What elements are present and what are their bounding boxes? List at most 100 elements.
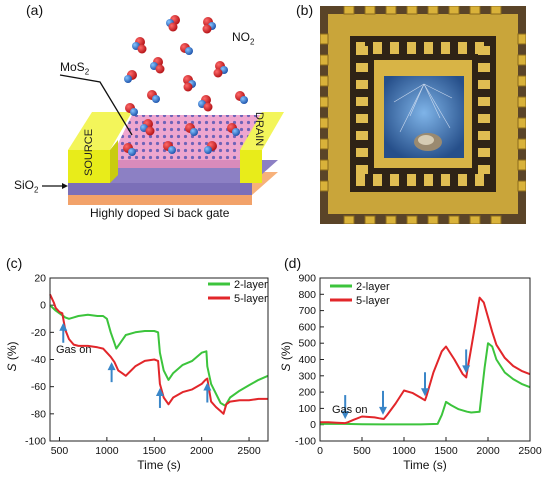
bond-pad: [478, 148, 490, 157]
pin: [406, 6, 418, 15]
panel-label: (c): [6, 255, 22, 271]
x-tick-label: 1500: [434, 445, 458, 457]
x-tick-label: 500: [353, 445, 371, 457]
bond-pads: [356, 42, 490, 186]
oxide-front: [68, 183, 252, 195]
no2-label: NO2: [232, 30, 255, 47]
pin: [517, 180, 526, 192]
bond-pad: [356, 174, 365, 186]
bond-pad: [373, 42, 382, 54]
gas-arrowhead: [203, 382, 212, 391]
no2-molecules: [123, 15, 248, 156]
pin: [448, 215, 460, 224]
bond-pad: [441, 42, 450, 54]
back-gate-label: Highly doped Si back gate: [90, 206, 230, 220]
x-tick-label: 1000: [392, 445, 416, 457]
bond-pad: [458, 174, 467, 186]
pin: [448, 6, 460, 15]
bond-pad: [478, 80, 490, 89]
series-line-5-layer: [320, 296, 531, 425]
substrate-front: [68, 195, 252, 205]
bond-pad: [407, 42, 416, 54]
series-line-2-layer: [320, 342, 531, 426]
pin: [490, 215, 502, 224]
pin: [517, 54, 526, 66]
x-tick-label: 2000: [190, 445, 214, 457]
bond-pad: [356, 165, 368, 174]
gas-arrowhead: [59, 322, 68, 331]
pin: [385, 6, 397, 15]
bond-pad: [356, 46, 368, 55]
panel-a-label: (a): [26, 2, 44, 18]
bond-pad: [407, 174, 416, 186]
legend-label: 2-layer: [356, 281, 390, 293]
gas-on-annotation: Gas on: [332, 404, 367, 416]
bond-pad: [424, 42, 433, 54]
pin: [517, 159, 526, 171]
panel-c: (c) 500 1000 1500 2000 2500 -100 -80 -60 -40 -20 0 2…: [0, 240, 280, 486]
pin: [517, 138, 526, 150]
pin: [517, 96, 526, 108]
gas-on-annotation: Gas on: [56, 344, 91, 356]
y-tick-label: 20: [34, 273, 46, 285]
sio2-label: SiO2: [14, 178, 39, 195]
mos2-leader: [59, 74, 133, 136]
y-tick-label: 800: [298, 289, 316, 301]
bond-pad: [390, 174, 399, 186]
pin: [427, 215, 439, 224]
pin: [320, 138, 329, 150]
gas-arrowhead: [341, 411, 350, 420]
x-axis-label: Time (s): [137, 458, 181, 472]
bond-pad: [356, 148, 368, 157]
bond-pad: [356, 97, 368, 106]
y-tick-label: -100: [295, 436, 316, 448]
panel-d: (d) 0 500 1000 1500 2000 2500 -100 0 100 200 300 400…: [279, 240, 550, 486]
pin: [343, 215, 355, 224]
chart-c: (c) 500 1000 1500 2000 2500 -100 -80 -60 -40 -20 0 2…: [5, 255, 269, 472]
gold-pins: [320, 6, 526, 224]
pin: [320, 180, 329, 192]
y-tick-label: 0: [40, 300, 46, 312]
source-label: SOURCE: [83, 129, 95, 176]
chip-photo: [320, 6, 526, 224]
x-tick-label: 2500: [237, 445, 261, 457]
bond-pad: [356, 114, 368, 123]
pin: [343, 6, 355, 15]
bond-pad: [475, 174, 484, 186]
source-pad: [68, 150, 110, 183]
bond-pad: [441, 174, 450, 186]
pin: [364, 6, 376, 15]
x-axis-label: Time (s): [403, 458, 447, 472]
bond-pad: [390, 42, 399, 54]
gas-arrowhead: [462, 365, 471, 374]
x-tick-label: 500: [51, 445, 69, 457]
series-line-2-layer: [49, 304, 269, 407]
bond-pad: [356, 131, 368, 140]
pin: [320, 159, 329, 171]
gas-arrowhead: [379, 406, 387, 415]
y-tick-label: 200: [298, 387, 316, 399]
bond-pad: [458, 42, 467, 54]
bond-pad: [478, 63, 490, 72]
pin: [517, 33, 526, 45]
pin: [406, 215, 418, 224]
y-tick-label: -100: [25, 436, 46, 448]
gas-arrowhead: [155, 387, 164, 396]
gas-arrowhead: [107, 362, 116, 371]
y-tick-label: 0: [310, 419, 316, 431]
drain-label: DRAIN: [253, 112, 265, 146]
bond-pad: [478, 97, 490, 106]
legend-label: 5-layer: [234, 293, 268, 305]
bond-pad: [478, 165, 490, 174]
y-tick-label: -40: [31, 354, 46, 366]
panel-b-label: (b): [296, 2, 314, 18]
y-tick-label: 700: [298, 305, 316, 317]
bond-pad: [373, 174, 382, 186]
y-axis-label: S (%): [280, 341, 293, 371]
pin: [320, 96, 329, 108]
y-tick-label: 300: [298, 370, 316, 382]
y-tick-label: 400: [298, 354, 316, 366]
pin: [469, 6, 481, 15]
bond-pad: [478, 131, 490, 140]
plot-frame: [319, 277, 531, 442]
